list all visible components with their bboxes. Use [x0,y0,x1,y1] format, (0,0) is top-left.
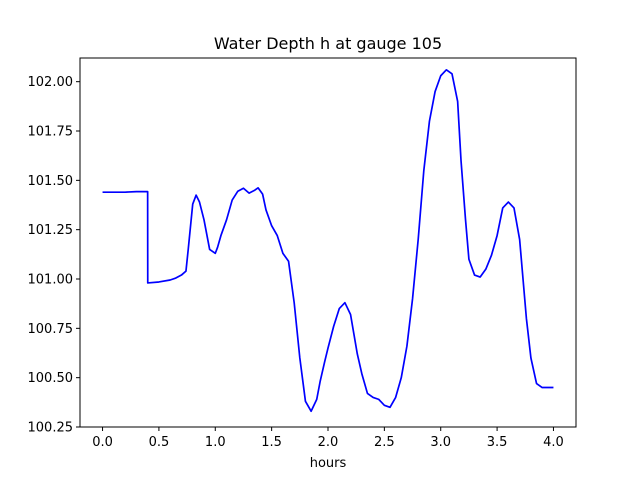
plot-area [79,57,577,428]
y-tick-label: 101.75 [28,125,74,140]
y-tick-label: 101.25 [28,223,74,238]
chart-title: Water Depth h at gauge 105 [214,34,442,53]
x-tick-label: 1.5 [261,435,282,450]
x-tick-label: 3.0 [430,435,451,450]
y-tick-label: 100.25 [28,421,74,436]
y-tick-label: 102.00 [28,75,74,90]
series-line-0 [102,68,554,413]
x-tick-label: 2.0 [318,435,339,450]
plot-frame [79,57,577,428]
x-tick-label: 4.0 [543,435,564,450]
x-tick-label: 1.0 [205,435,226,450]
y-axis: 100.25 100.50 100.75 101.00 101.25 101.50 101.… [28,75,80,436]
y-tick-label: 101.50 [28,174,74,189]
y-tick-label: 101.00 [28,273,74,288]
x-axis: 0.0 0.5 1.0 1.5 2.0 2.5 3.0 3.5 4.0 [92,427,564,450]
x-tick-label: 2.5 [374,435,395,450]
x-tick-label: 3.5 [487,435,508,450]
y-tick-label: 100.50 [28,371,74,386]
x-tick-label: 0.0 [92,435,113,450]
y-tick-label: 100.75 [28,322,74,337]
x-axis-label: hours [310,456,347,471]
x-tick-label: 0.5 [149,435,170,450]
